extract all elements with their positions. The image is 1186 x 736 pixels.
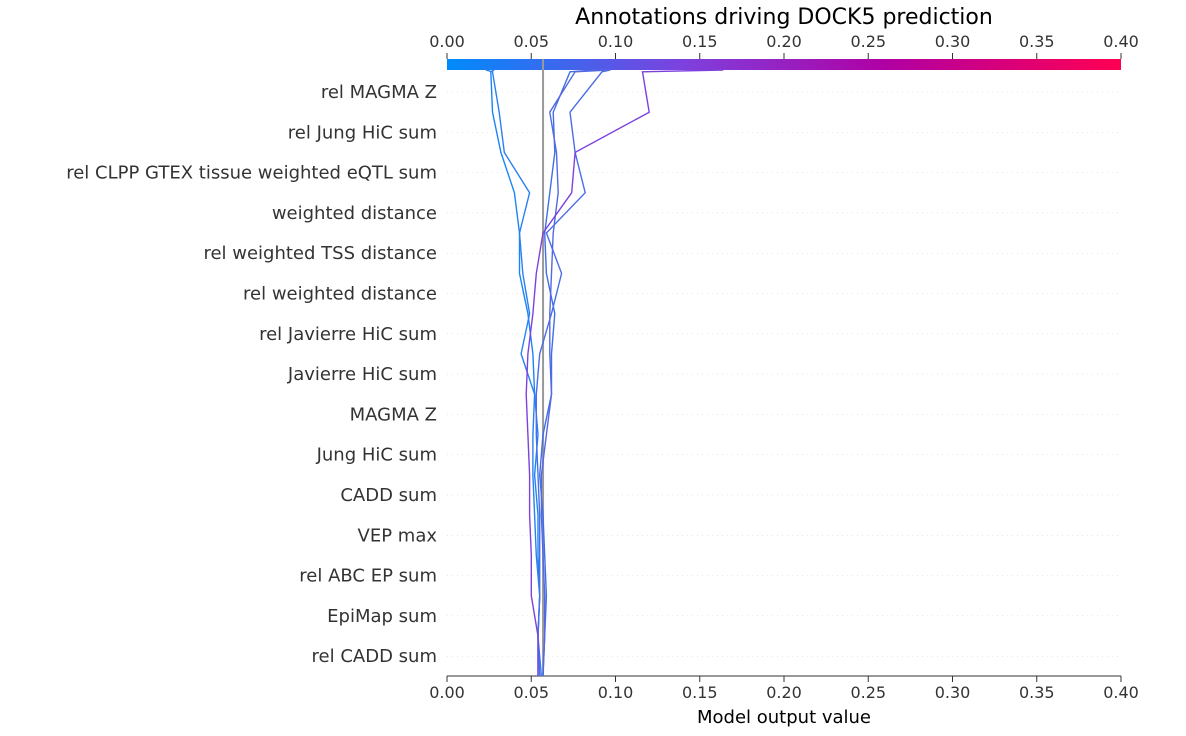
colorbar-tick-label: 0.20 bbox=[766, 32, 802, 51]
colorbar-tick-label: 0.30 bbox=[935, 32, 971, 51]
feature-label: MAGMA Z bbox=[350, 404, 437, 425]
decision-line-4 bbox=[535, 69, 611, 677]
feature-label: rel Javierre HiC sum bbox=[259, 324, 437, 345]
decision-line-5 bbox=[540, 69, 609, 677]
x-tick-label: 0.00 bbox=[429, 683, 465, 702]
x-axis-label: Model output value bbox=[697, 707, 871, 728]
x-tick-label: 0.40 bbox=[1103, 683, 1139, 702]
decision-line-6 bbox=[525, 69, 724, 676]
colorbar-tick-label: 0.35 bbox=[1019, 32, 1055, 51]
x-tick-label: 0.15 bbox=[682, 683, 718, 702]
feature-label: EpiMap sum bbox=[327, 606, 437, 627]
feature-label: rel CLPP GTEX tissue weighted eQTL sum bbox=[66, 163, 437, 184]
colorbar-tick-label: 0.25 bbox=[850, 32, 886, 51]
decision-lines bbox=[485, 69, 724, 677]
colorbar bbox=[447, 59, 1121, 70]
colorbar-tick-label: 0.40 bbox=[1103, 32, 1139, 51]
x-tick-label: 0.20 bbox=[766, 683, 802, 702]
feature-label: Javierre HiC sum bbox=[287, 364, 437, 385]
feature-label: rel ABC EP sum bbox=[299, 566, 437, 587]
feature-label: CADD sum bbox=[340, 485, 437, 506]
x-tick-label: 0.05 bbox=[513, 683, 549, 702]
x-tick-label: 0.35 bbox=[1019, 683, 1055, 702]
colorbar-tick-label: 0.10 bbox=[598, 32, 634, 51]
decision-line-1 bbox=[490, 69, 541, 676]
feature-label: Jung HiC sum bbox=[316, 445, 437, 466]
chart-title: Annotations driving DOCK5 prediction bbox=[575, 5, 993, 30]
x-axis-ticks: 0.00 0.05 0.10 0.15 0.20 0.25 0.30 0.35 0.40 bbox=[429, 676, 1139, 702]
feature-label: VEP max bbox=[358, 525, 438, 546]
feature-label: rel CADD sum bbox=[312, 646, 437, 667]
feature-labels: rel CADD sum EpiMap sum rel ABC EP sum VEP … bbox=[66, 82, 437, 667]
decision-line-2 bbox=[485, 69, 543, 677]
colorbar-tick-label: 0.00 bbox=[429, 32, 465, 51]
colorbar-tick-label: 0.15 bbox=[682, 32, 718, 51]
feature-label: rel weighted distance bbox=[243, 284, 437, 305]
feature-label: rel MAGMA Z bbox=[321, 82, 437, 103]
colorbar-tick-label: 0.05 bbox=[513, 32, 549, 51]
decision-line-3 bbox=[538, 69, 596, 677]
colorbar-tick-labels: 0.00 0.05 0.10 0.15 0.20 0.25 0.30 0.35 0.40 bbox=[429, 32, 1139, 59]
feature-gridlines bbox=[447, 91, 1121, 657]
feature-label: weighted distance bbox=[272, 203, 437, 224]
x-tick-label: 0.25 bbox=[850, 683, 886, 702]
feature-label: rel weighted TSS distance bbox=[203, 243, 437, 264]
x-tick-label: 0.10 bbox=[598, 683, 634, 702]
x-tick-label: 0.30 bbox=[935, 683, 971, 702]
feature-label: rel Jung HiC sum bbox=[288, 122, 437, 143]
